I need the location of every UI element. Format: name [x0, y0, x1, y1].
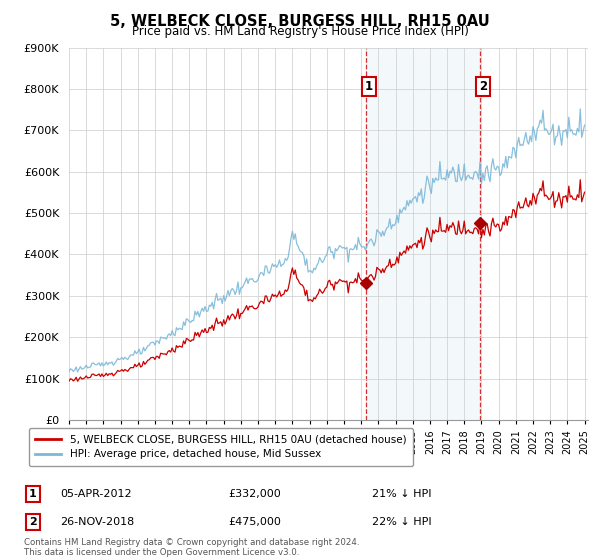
Text: 1: 1 — [29, 489, 37, 499]
Text: 5, WELBECK CLOSE, BURGESS HILL, RH15 0AU: 5, WELBECK CLOSE, BURGESS HILL, RH15 0AU — [110, 14, 490, 29]
Text: £332,000: £332,000 — [228, 489, 281, 499]
Bar — [365, 48, 480, 420]
Text: £475,000: £475,000 — [228, 517, 281, 527]
Text: 2: 2 — [479, 80, 487, 93]
Text: 05-APR-2012: 05-APR-2012 — [60, 489, 131, 499]
Text: 21% ↓ HPI: 21% ↓ HPI — [372, 489, 431, 499]
Text: 22% ↓ HPI: 22% ↓ HPI — [372, 517, 431, 527]
Text: 26-NOV-2018: 26-NOV-2018 — [60, 517, 134, 527]
Text: Price paid vs. HM Land Registry's House Price Index (HPI): Price paid vs. HM Land Registry's House … — [131, 25, 469, 38]
Text: 2: 2 — [29, 517, 37, 527]
Text: 1: 1 — [365, 80, 373, 93]
Text: Contains HM Land Registry data © Crown copyright and database right 2024.
This d: Contains HM Land Registry data © Crown c… — [24, 538, 359, 557]
Legend: 5, WELBECK CLOSE, BURGESS HILL, RH15 0AU (detached house), HPI: Average price, d: 5, WELBECK CLOSE, BURGESS HILL, RH15 0AU… — [29, 428, 413, 466]
